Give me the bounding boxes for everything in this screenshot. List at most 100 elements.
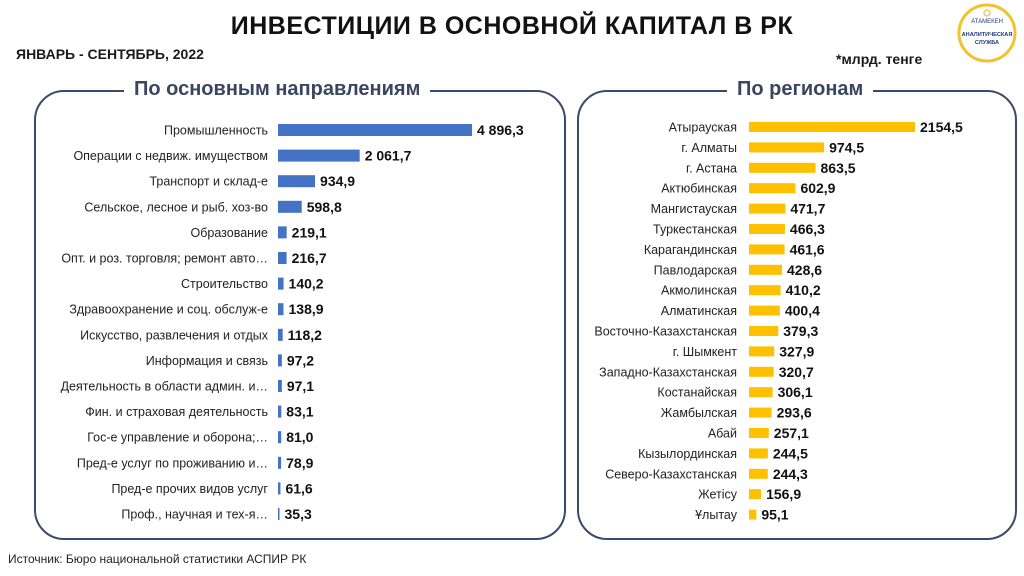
regions-bar bbox=[749, 305, 780, 316]
regions-bar bbox=[749, 468, 768, 479]
regions-value-label: 2154,5 bbox=[920, 119, 963, 135]
directions-category-label: Образование bbox=[191, 226, 269, 240]
directions-bar bbox=[278, 124, 472, 136]
directions-value-label: 81,0 bbox=[286, 429, 313, 445]
directions-category-label: Здравоохранение и соц. обслуж-е bbox=[69, 303, 268, 317]
regions-value-label: 974,5 bbox=[829, 139, 864, 155]
regions-category-label: Ұлытау bbox=[695, 508, 738, 522]
regions-value-label: 95,1 bbox=[761, 507, 788, 523]
regions-bar bbox=[749, 122, 915, 132]
regions-value-label: 471,7 bbox=[790, 201, 825, 217]
regions-bar bbox=[749, 264, 783, 275]
logo-line2: СЛУЖБА bbox=[975, 40, 999, 46]
directions-bar bbox=[278, 405, 282, 418]
directions-value-label: 97,2 bbox=[287, 352, 314, 368]
regions-bar bbox=[749, 285, 781, 296]
regions-value-label: 410,2 bbox=[786, 282, 821, 298]
regions-bar bbox=[749, 142, 825, 153]
directions-category-label: Опт. и роз. торговля; ремонт авто… bbox=[61, 252, 268, 266]
directions-bar bbox=[278, 226, 287, 239]
directions-panel: По основным направлениям Промышленность 4… bbox=[34, 78, 566, 540]
directions-bar bbox=[278, 508, 280, 520]
regions-category-label: Акмолинская bbox=[661, 284, 737, 298]
regions-category-label: Карагандинская bbox=[644, 243, 737, 257]
directions-bar bbox=[278, 303, 284, 316]
directions-category-label: Операции с недвиж. имуществом bbox=[73, 149, 268, 163]
directions-bar bbox=[278, 354, 282, 367]
directions-bar-chart: Промышленность 4 896,3 Операции с недвиж. … bbox=[61, 122, 524, 522]
regions-category-label: Абай bbox=[708, 427, 737, 441]
regions-value-label: 156,9 bbox=[766, 486, 801, 502]
regions-bar bbox=[749, 366, 774, 377]
directions-value-label: 934,9 bbox=[320, 173, 355, 189]
regions-value-label: 257,1 bbox=[774, 425, 809, 441]
regions-bar bbox=[749, 244, 785, 255]
period-label: ЯНВАРЬ - СЕНТЯБРЬ, 2022 bbox=[16, 46, 204, 62]
regions-category-label: г. Астана bbox=[686, 161, 737, 175]
directions-value-label: 4 896,3 bbox=[477, 122, 524, 138]
directions-value-label: 78,9 bbox=[286, 455, 313, 471]
regions-bar bbox=[749, 183, 796, 194]
directions-category-label: Фин. и страховая деятельность bbox=[85, 405, 268, 419]
directions-value-label: 97,1 bbox=[287, 378, 314, 394]
directions-value-label: 216,7 bbox=[292, 250, 327, 266]
regions-bar bbox=[749, 387, 773, 398]
directions-category-label: Гос-е управление и оборона;… bbox=[87, 431, 268, 445]
directions-value-label: 2 061,7 bbox=[365, 148, 412, 164]
regions-category-label: Костанайская bbox=[657, 386, 737, 400]
regions-category-label: Кызылординская bbox=[638, 447, 737, 461]
regions-value-label: 428,6 bbox=[787, 262, 822, 278]
directions-bar bbox=[278, 149, 360, 162]
regions-value-label: 863,5 bbox=[821, 160, 856, 176]
regions-category-label: Северо-Казахстанская bbox=[605, 467, 737, 481]
regions-value-label: 461,6 bbox=[790, 241, 825, 257]
directions-bar bbox=[278, 456, 282, 469]
regions-bar bbox=[749, 326, 779, 336]
regions-value-label: 602,9 bbox=[800, 180, 835, 196]
directions-bar bbox=[278, 175, 316, 188]
directions-value-label: 35,3 bbox=[285, 506, 312, 522]
directions-value-label: 138,9 bbox=[289, 301, 324, 317]
directions-bar bbox=[278, 200, 302, 213]
regions-value-label: 379,3 bbox=[783, 323, 818, 339]
regions-value-label: 400,4 bbox=[785, 303, 820, 319]
regions-value-label: 244,3 bbox=[773, 466, 808, 482]
regions-value-label: 293,6 bbox=[777, 405, 812, 421]
directions-category-label: Промышленность bbox=[164, 124, 268, 138]
unit-label: *млрд. тенге bbox=[836, 51, 923, 67]
regions-bar bbox=[749, 489, 762, 500]
regions-category-label: г. Алматы bbox=[681, 141, 737, 155]
regions-panel-title: По регионам bbox=[727, 78, 874, 101]
directions-value-label: 61,6 bbox=[285, 480, 312, 496]
regions-panel: По регионам Атырауская 2154,5 г. Алматы 974… bbox=[577, 78, 1017, 540]
regions-category-label: Жетісу bbox=[698, 488, 738, 502]
directions-bar bbox=[278, 482, 281, 495]
directions-bar bbox=[278, 328, 283, 341]
regions-bar bbox=[749, 428, 769, 438]
regions-category-label: Западно-Казахстанская bbox=[599, 365, 737, 379]
regions-bar bbox=[749, 224, 785, 234]
page-title: ИНВЕСТИЦИИ В ОСНОВНОЙ КАПИТАЛ В РК bbox=[230, 12, 794, 40]
atameken-logo: АТАМЕКЕН АНАЛИТИЧЕСКАЯ СЛУЖБА bbox=[957, 3, 1017, 63]
directions-category-label: Транспорт и склад-е bbox=[149, 175, 268, 189]
directions-bar bbox=[278, 431, 282, 444]
regions-bar bbox=[749, 203, 786, 214]
directions-value-label: 598,8 bbox=[307, 199, 342, 215]
regions-bar bbox=[749, 162, 816, 173]
directions-category-label: Информация и связь bbox=[146, 354, 268, 368]
logo-ring bbox=[957, 3, 1017, 63]
regions-category-label: г. Шымкент bbox=[673, 345, 737, 359]
directions-panel-title: По основным направлениям bbox=[124, 78, 431, 101]
regions-bar bbox=[749, 448, 768, 459]
logo-top-text: АТАМЕКЕН bbox=[971, 19, 1003, 25]
source-note: Источник: Бюро национальной статистики А… bbox=[8, 552, 307, 566]
regions-value-label: 327,9 bbox=[779, 343, 814, 359]
regions-bar bbox=[749, 346, 775, 357]
directions-bar bbox=[278, 277, 284, 290]
regions-category-label: Восточно-Казахстанская bbox=[594, 325, 737, 339]
directions-category-label: Проф., научная и тех-я… bbox=[121, 508, 268, 522]
directions-category-label: Пред-е услуг по проживанию и… bbox=[77, 456, 268, 470]
regions-bar bbox=[749, 407, 772, 418]
logo-emblem-icon bbox=[983, 9, 991, 17]
regions-category-label: Актюбинская bbox=[661, 182, 737, 196]
